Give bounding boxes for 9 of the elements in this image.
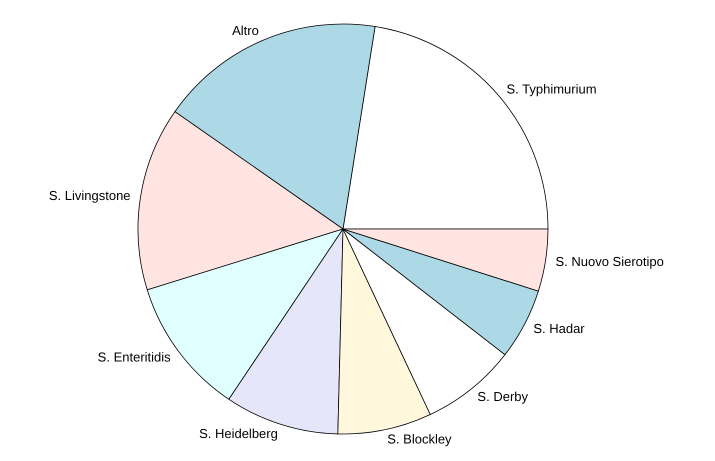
slice-label: S. Livingstone <box>48 188 131 204</box>
slice-label: S. Enteritidis <box>98 350 172 365</box>
slice-label: S. Blockley <box>387 431 452 446</box>
slice-label: S. Nuovo Sierotipo <box>555 254 664 269</box>
slice-label: S. Derby <box>477 388 528 404</box>
slice-label: S. Hadar <box>533 321 586 336</box>
slice-label: S. Typhimurium <box>506 81 597 96</box>
slice-label: S. Heidelberg <box>199 426 278 441</box>
slice-label: Altro <box>232 23 259 38</box>
